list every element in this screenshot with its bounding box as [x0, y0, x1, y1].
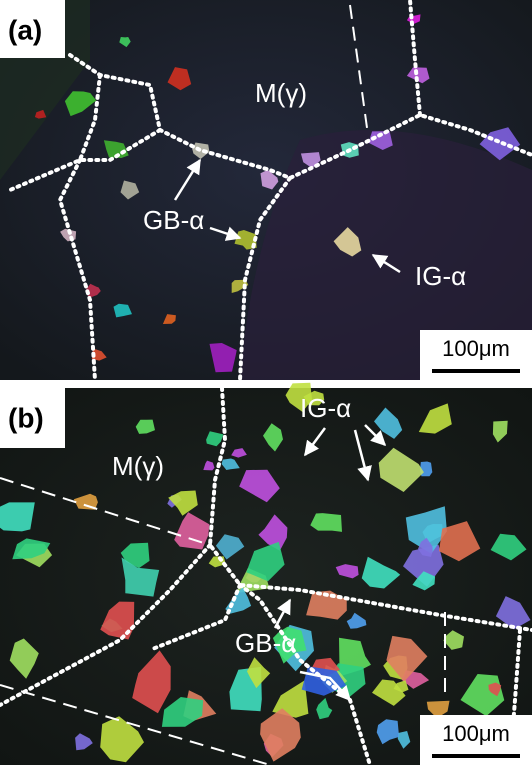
- panel-b: (b) IG-α M(γ) GB-α 100μm: [0, 383, 532, 765]
- ig-alpha-label: IG-α: [415, 261, 466, 291]
- panel-label: (a): [8, 14, 42, 45]
- alpha-grain: [0, 502, 35, 531]
- scale-bar: [432, 754, 520, 758]
- matrix-label: M(γ): [112, 451, 164, 481]
- scale-bar: [432, 369, 520, 373]
- scale-bar-label: 100μm: [442, 336, 510, 361]
- matrix-label: M(γ): [255, 78, 307, 108]
- micrograph-figure: (a) M(γ) GB-α IG-α 100μm (b) IG-α M(γ) G…: [0, 0, 532, 765]
- panel-label: (b): [8, 402, 44, 433]
- gb-alpha-label: GB-α: [235, 628, 296, 658]
- panel-a: (a) M(γ) GB-α IG-α 100μm: [0, 0, 532, 380]
- ig-alpha-label: IG-α: [300, 393, 351, 423]
- panel-gap: [0, 380, 532, 388]
- gb-alpha-label: GB-α: [143, 205, 204, 235]
- scale-bar-label: 100μm: [442, 721, 510, 746]
